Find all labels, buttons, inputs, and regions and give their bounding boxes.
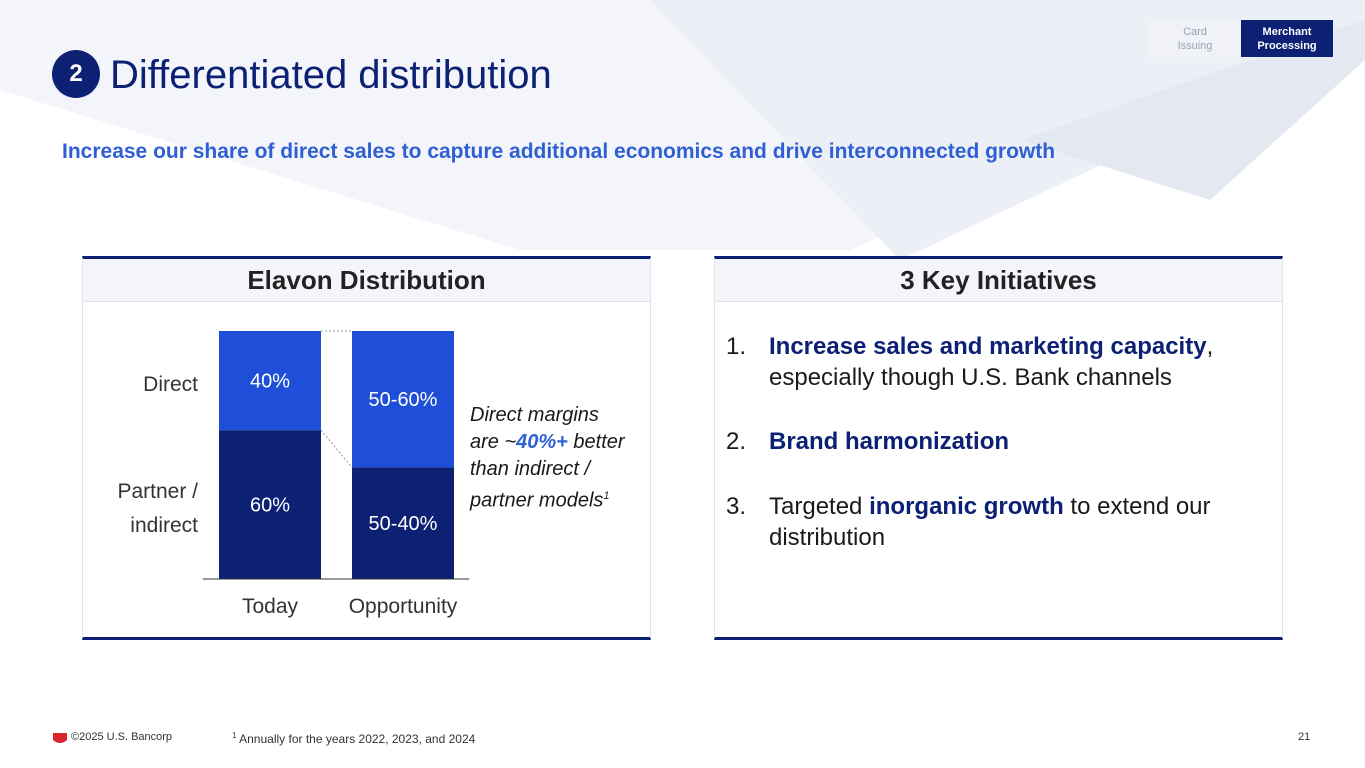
tab-card-issuing-label-2: Issuing [1177, 39, 1213, 52]
row-label-direct: Direct [143, 373, 198, 396]
copyright: ©2025 U.S. Bancorp [71, 731, 173, 743]
footnote-marker: 1 [232, 731, 237, 740]
label-opportunity-indirect: 50-40% [369, 513, 438, 535]
page-number: 21 [1298, 731, 1311, 743]
note-line-4: partner models [470, 489, 604, 512]
tab-merchant-processing[interactable]: Merchant Processing [1241, 20, 1333, 57]
bar-today-indirect [219, 430, 321, 579]
section-number-badge: 2 [52, 50, 100, 98]
category-opportunity: Opportunity [349, 595, 458, 618]
initiative-1-line2: especially though U.S. Bank channels [769, 364, 1172, 391]
usbank-shield-icon [53, 733, 67, 743]
note-highlight: 40%+ [516, 431, 568, 453]
tab-merchant-processing-label-2: Processing [1257, 39, 1317, 52]
tab-merchant-processing-label-1: Merchant [1262, 25, 1312, 38]
footnote-text: Annually for the years 2022, 2023, and 2… [236, 732, 476, 746]
category-today: Today [242, 595, 299, 618]
footnote: 1 Annually for the years 2022, 2023, and… [232, 731, 475, 746]
direct-margins-note: Direct margins are ~40%+ better than ind… [470, 402, 650, 515]
page-title: Differentiated distribution [110, 53, 552, 97]
initiative-2: 2. Brand harmonization [726, 426, 1266, 457]
note-line-2-post: better [567, 431, 625, 453]
label-today-direct: 40% [250, 371, 290, 393]
key-initiatives-panel: 3 Key Initiatives [714, 256, 1283, 640]
initiative-1-number: 1. [726, 333, 747, 360]
initiative-1-after: , [1206, 333, 1214, 360]
initiative-1-bold: Increase sales and marketing capacity [769, 333, 1207, 360]
initiative-1: 1. Increase sales and marketing capacity… [726, 331, 1266, 393]
bar-today-direct [219, 331, 321, 431]
note-line-3: than indirect / [470, 458, 591, 480]
initiative-3-number: 3. [726, 493, 747, 520]
initiative-2-bold: Brand harmonization [769, 428, 1010, 455]
initiative-2-number: 2. [726, 428, 747, 455]
initiative-3-pre: Targeted [769, 493, 870, 520]
label-opportunity-direct: 50-60% [369, 389, 438, 411]
distribution-chart: Direct Partner / indirect 60% 40% 50-40%… [117, 330, 469, 618]
initiative-3-after: to extend our [1063, 493, 1211, 520]
row-label-partner-2: indirect [130, 514, 198, 537]
elavon-distribution-title: Elavon Distribution [83, 259, 650, 302]
note-line-2-pre: are ~ [470, 431, 517, 453]
label-today-indirect: 60% [250, 495, 290, 517]
row-label-partner-1: Partner / [117, 480, 198, 503]
connector-mid [320, 429, 353, 468]
initiative-3-line2: distribution [769, 524, 886, 551]
bar-opportunity-direct [352, 331, 454, 468]
tab-card-issuing[interactable]: Card Issuing [1149, 20, 1241, 57]
tab-card-issuing-label-1: Card [1183, 25, 1207, 38]
note-line-1: Direct margins [470, 404, 599, 426]
page-subtitle: Increase our share of direct sales to ca… [62, 140, 1056, 163]
note-footnote-marker: 1 [603, 490, 610, 502]
key-initiatives-title: 3 Key Initiatives [715, 259, 1282, 302]
initiative-3: 3. Targeted inorganic growth to extend o… [726, 491, 1266, 553]
bar-opportunity-indirect [352, 467, 454, 579]
initiative-3-bold: inorganic growth [869, 493, 1064, 520]
